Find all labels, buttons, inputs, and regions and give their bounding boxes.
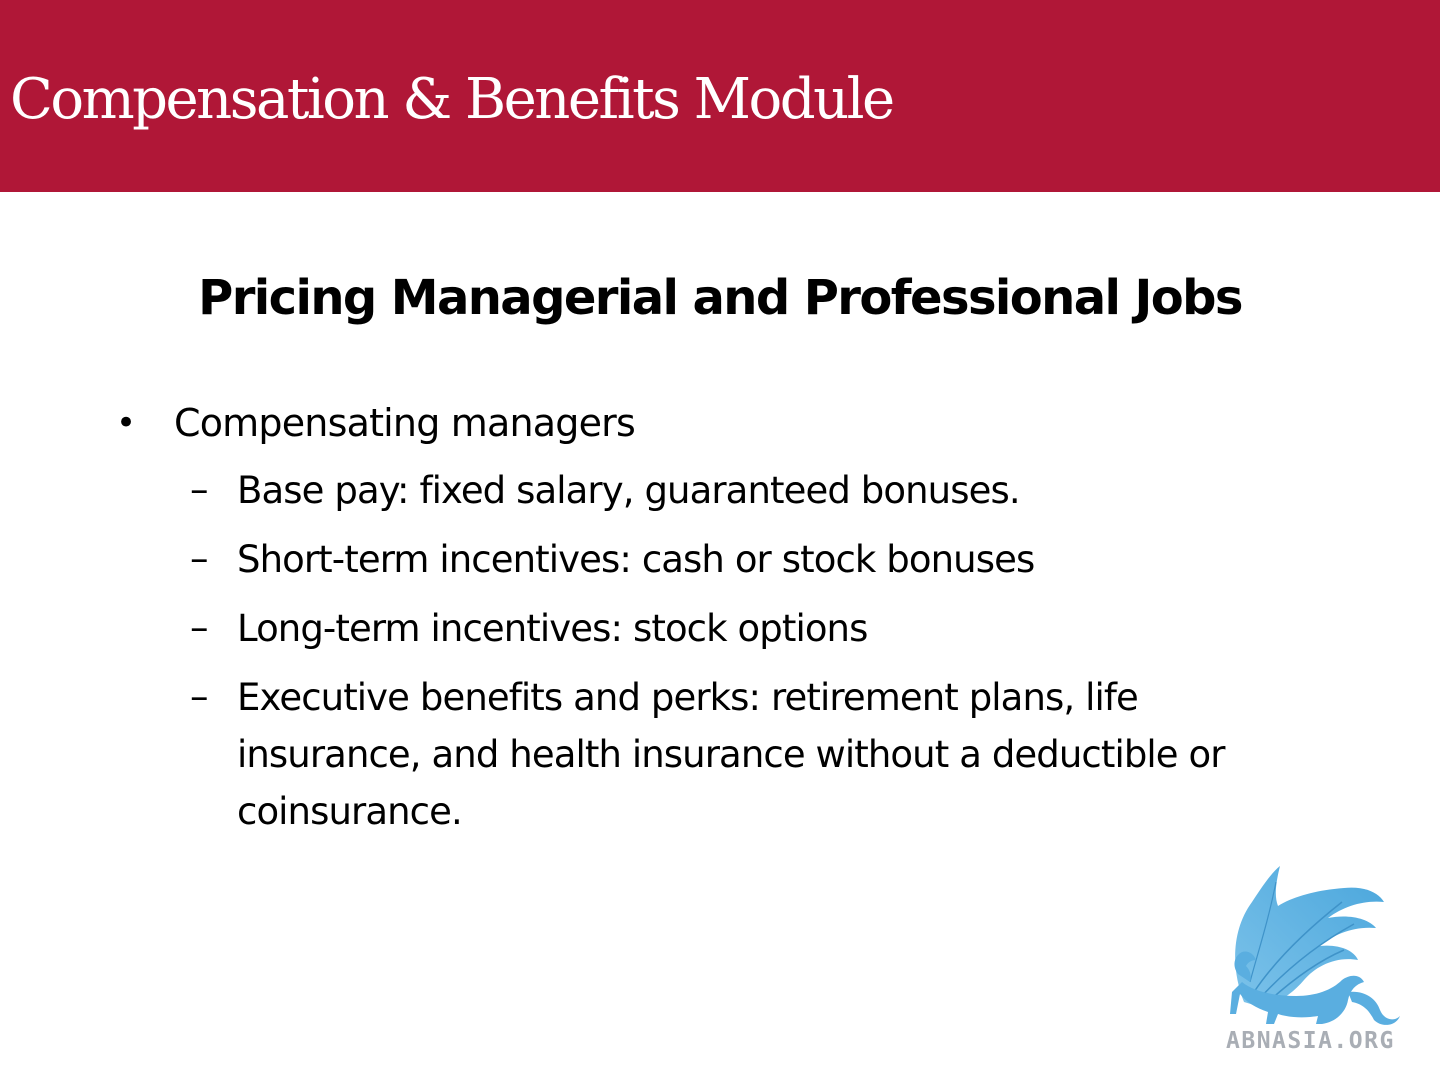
bullet-item: • Compensating managers [116,396,636,450]
dash-icon: – [190,675,209,718]
sub-item-text: Short-term incentives: cash or stock bon… [237,538,1035,581]
bullet-text: Compensating managers [174,401,636,445]
dash-icon: – [190,537,209,580]
sub-item: – Executive benefits and perks: retireme… [190,669,1297,840]
header-band: Compensation & Benefits Module [0,0,1440,192]
logo-text: ABNASIA.ORG [1226,1028,1395,1054]
dash-icon: – [190,606,209,649]
sub-item: – Short-term incentives: cash or stock b… [190,531,1035,588]
sub-item: – Long-term incentives: stock options [190,600,868,657]
sub-item-text: Long-term incentives: stock options [237,607,868,650]
sub-item-text: Base pay: fixed salary, guaranteed bonus… [237,469,1021,512]
slide-title: Pricing Managerial and Professional Jobs [198,270,1243,326]
dash-icon: – [190,468,209,511]
bullet-dot-icon: • [116,403,136,443]
sub-item: – Base pay: fixed salary, guaranteed bon… [190,462,1021,519]
sub-item-text: Executive benefits and perks: retirement… [237,676,1225,833]
module-title: Compensation & Benefits Module [10,67,895,132]
griffin-icon [1224,862,1424,1062]
